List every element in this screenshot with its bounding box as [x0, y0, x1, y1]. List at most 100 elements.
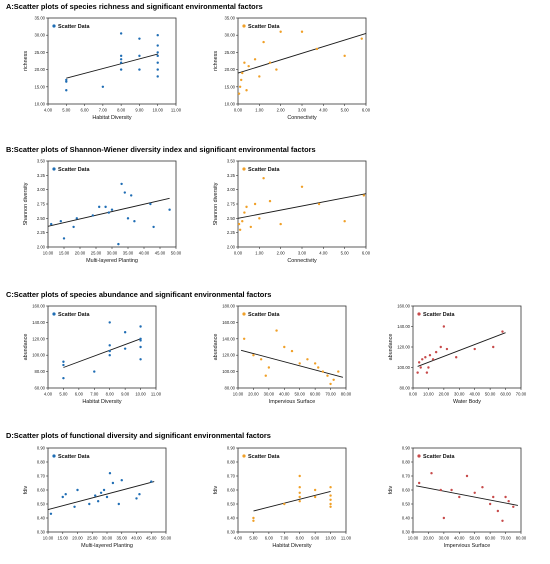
data-point [298, 362, 301, 365]
data-point [123, 331, 127, 334]
x-axis-label: Connectivity [287, 258, 317, 264]
y-tick-label: 0.90 [402, 446, 411, 451]
data-point [156, 75, 159, 78]
y-tick-label: 10.00 [35, 102, 46, 107]
data-point [313, 495, 317, 499]
data-point [139, 339, 142, 342]
x-tick-label: 3.00 [298, 251, 307, 256]
data-point [102, 488, 106, 492]
data-point [59, 220, 62, 223]
regression-line [237, 193, 367, 219]
data-point [65, 78, 68, 82]
data-point [93, 370, 96, 373]
y-tick-label: 0.30 [227, 530, 236, 535]
data-point [245, 205, 248, 209]
y-axis-label: fdiv [388, 486, 394, 495]
data-point [108, 321, 111, 324]
x-tick-label: 7.00 [90, 392, 99, 397]
data-point [126, 217, 130, 220]
x-tick-label: 40.00 [279, 392, 290, 397]
data-point [156, 34, 159, 37]
data-point [50, 222, 53, 226]
x-tick-label: 0.00 [234, 251, 243, 256]
data-point [431, 358, 435, 361]
y-tick-label: 80.00 [225, 386, 236, 391]
y-axis-label: Shannon diversity [23, 182, 29, 225]
x-tick-label: 8.00 [117, 108, 126, 113]
plot-frame [237, 447, 347, 533]
data-point [130, 194, 133, 197]
x-tick-label: 2.00 [277, 251, 286, 256]
y-tick-label: 0.80 [227, 460, 236, 465]
x-axis-label: Water Body [453, 399, 481, 405]
x-tick-label: 50.00 [485, 392, 496, 397]
y-tick-label: 100.00 [397, 365, 410, 370]
y-tick-label: 2.25 [227, 230, 236, 235]
data-point [120, 182, 123, 186]
data-point [237, 222, 241, 226]
scatter-plot-shannon-connectivity: 0.00 1.00 2.00 3.00 4.00 5.00 6.00 2.00 2.25 2.50… [213, 159, 371, 265]
data-point [61, 495, 64, 499]
data-point [421, 358, 424, 361]
section-title-c: C:Scatter plots of species abundance and… [6, 290, 272, 299]
y-tick-label: 0.40 [402, 516, 411, 521]
plot-frame [47, 17, 177, 105]
data-point [329, 502, 332, 506]
x-tick-label: 30.00 [439, 536, 450, 541]
x-tick-label: 20.00 [75, 251, 86, 256]
scatter-plot-abundance-habitat-diversity: 4.00 5.00 6.00 7.00 8.00 9.00 10.00 11.00 60.00 8… [23, 304, 162, 406]
y-tick-label: 0.80 [402, 460, 411, 465]
data-point [417, 361, 421, 364]
regression-line [253, 490, 331, 512]
data-point [298, 495, 301, 499]
y-tick-label: 2.00 [227, 245, 236, 250]
data-point [283, 502, 286, 506]
data-point [313, 362, 317, 365]
y-tick-label: 3.25 [37, 173, 46, 178]
data-point [62, 237, 66, 240]
data-point [243, 61, 246, 64]
y-tick-label: 140.00 [32, 320, 45, 325]
x-tick-label: 5.00 [62, 108, 71, 113]
data-point [317, 202, 321, 206]
y-tick-label: 0.70 [37, 474, 46, 479]
legend-marker [417, 454, 421, 458]
data-point [416, 371, 419, 374]
data-point [242, 337, 246, 340]
x-tick-label: 25.00 [91, 251, 102, 256]
scatter-plot-richness-habitat-diversity: 4.00 5.00 6.00 7.00 8.00 9.00 10.00 11.00 10.00 1… [23, 16, 182, 122]
data-point [62, 360, 65, 363]
data-point [119, 61, 123, 64]
data-point [252, 519, 255, 522]
data-point [156, 61, 159, 64]
data-point [275, 68, 278, 71]
scatter-plot-fdiv-impervious-surface: 10.00 20.00 30.00 40.00 50.00 60.00 70.00 80.00… [388, 446, 527, 550]
x-tick-label: 15.00 [58, 536, 69, 541]
data-point [492, 345, 495, 349]
data-point [138, 54, 141, 58]
data-point [362, 194, 366, 197]
y-tick-label: 0.60 [37, 488, 46, 493]
section-title-a: A:Scatter plots of species richness and … [6, 2, 263, 11]
data-point [488, 502, 492, 506]
data-point [99, 491, 103, 494]
x-tick-label: 10.00 [43, 251, 54, 256]
legend-label: Scatter Data [423, 312, 455, 318]
y-tick-label: 3.00 [37, 187, 46, 192]
y-tick-label: 0.50 [227, 502, 236, 507]
data-point [49, 512, 53, 515]
y-tick-label: 3.25 [227, 173, 236, 178]
data-point [298, 474, 301, 478]
data-point [152, 225, 155, 229]
data-point [138, 68, 141, 71]
data-point [117, 502, 121, 506]
y-tick-label: 30.00 [35, 33, 46, 38]
x-tick-label: 50.00 [171, 251, 182, 256]
data-point [268, 61, 272, 64]
data-point [88, 502, 91, 506]
data-point [329, 505, 332, 508]
data-point [439, 345, 442, 349]
data-point [119, 68, 123, 71]
x-tick-label: 10.00 [135, 392, 146, 397]
y-axis-label: fdiv [213, 486, 219, 495]
